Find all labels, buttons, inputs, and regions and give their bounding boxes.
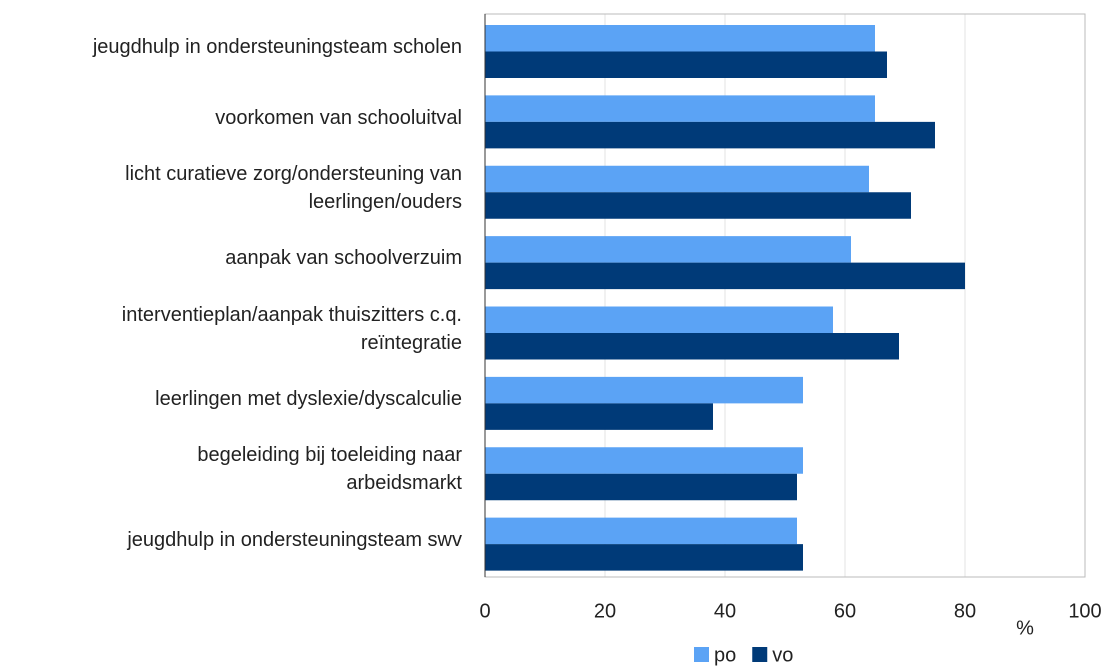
bar: [485, 306, 833, 333]
y-tick-label: aanpak van schoolverzuim: [225, 247, 462, 270]
x-tick-label: 80: [954, 600, 976, 622]
bar: [485, 403, 713, 430]
y-tick-label: voorkomen van schooluitval: [215, 106, 462, 129]
bar: [485, 262, 965, 290]
y-tick-label: begeleiding bij toeleiding naar arbeidsm…: [197, 444, 462, 495]
bar: [485, 517, 797, 545]
bar: [485, 165, 869, 193]
bar: [485, 51, 887, 78]
x-tick-label: 20: [594, 600, 616, 622]
legend-label: vo: [772, 644, 793, 666]
bar: [485, 544, 803, 571]
y-tick-label: interventieplan/aanpak thuiszitters c.q.…: [121, 303, 462, 354]
y-tick-label: jeugdhulp in ondersteuningsteam scholen: [92, 36, 462, 59]
legend-swatch: [694, 647, 709, 662]
x-axis-label: %: [1016, 617, 1034, 639]
bar: [485, 95, 875, 122]
bar: [485, 25, 875, 52]
x-tick-label: 40: [714, 600, 736, 622]
x-tick-label: 0: [479, 600, 490, 622]
bar: [485, 236, 851, 263]
bar: [485, 447, 803, 474]
bar: [485, 192, 911, 219]
bar: [485, 121, 935, 149]
bar: [485, 333, 899, 360]
legend-swatch: [752, 647, 768, 662]
y-tick-label: licht curatieve zorg/ondersteuning van l…: [125, 162, 462, 213]
bar: [485, 473, 797, 501]
y-tick-label: jeugdhulp in ondersteuningsteam swv: [127, 528, 462, 551]
legend-label: po: [714, 644, 736, 666]
bar: [485, 376, 803, 404]
y-tick-label: leerlingen met dyslexie/dyscalculie: [155, 388, 462, 411]
x-tick-label: 60: [834, 600, 856, 622]
x-tick-label: 100: [1068, 600, 1101, 622]
